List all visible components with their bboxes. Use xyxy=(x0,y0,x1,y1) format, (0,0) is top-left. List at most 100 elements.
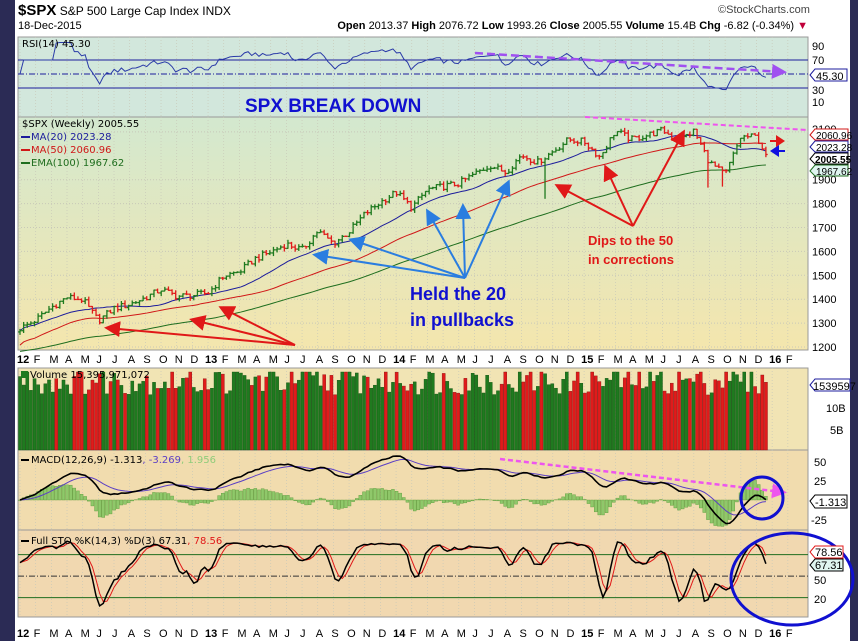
price-bar xyxy=(420,192,424,201)
volume-bar xyxy=(159,388,164,451)
blue-arrow xyxy=(312,248,466,279)
macd-histogram-bar xyxy=(695,499,699,505)
price-bar xyxy=(430,186,435,190)
x-axis-label: J xyxy=(300,628,306,640)
volume-bar xyxy=(72,376,77,451)
macd-histogram-bar xyxy=(275,492,279,501)
volume-bar xyxy=(76,371,80,451)
macd-histogram-bar xyxy=(228,489,232,501)
volume-bar xyxy=(586,391,591,451)
volume-bar xyxy=(50,391,55,451)
volume-bar xyxy=(575,371,580,451)
x-axis-label: N xyxy=(551,354,559,366)
macd-histogram-bar xyxy=(369,488,373,501)
x-axis-label: O xyxy=(723,354,732,366)
price-bar xyxy=(231,271,236,276)
volume-bar xyxy=(25,371,30,451)
price-bar xyxy=(604,145,609,154)
volume-bar xyxy=(742,371,746,451)
volume-bar xyxy=(351,376,355,451)
x-axis-label: M xyxy=(81,354,90,366)
price-bar xyxy=(148,293,153,301)
down-arrow-icon: ▼ xyxy=(797,20,808,32)
price-bar xyxy=(590,146,594,151)
price-bar xyxy=(257,254,261,263)
price-bar xyxy=(373,204,377,210)
price-bar xyxy=(735,143,739,155)
price-bar xyxy=(648,131,652,139)
x-axis-label: M xyxy=(49,354,58,366)
macd-histogram-bar xyxy=(532,499,536,505)
volume-bar xyxy=(554,387,558,451)
volume-bar xyxy=(297,379,301,451)
price-bar xyxy=(564,137,569,146)
rsi-panel xyxy=(17,36,809,118)
price-tick: 1800 xyxy=(812,199,836,211)
x-axis-label: A xyxy=(65,628,73,640)
x-axis-label: S xyxy=(519,628,526,640)
volume-bar xyxy=(398,383,402,451)
volume-bar xyxy=(521,381,526,451)
x-axis-label: F xyxy=(786,628,793,640)
macd-histogram-bar xyxy=(680,499,685,510)
price-bar xyxy=(398,190,402,197)
price-bar xyxy=(199,289,203,295)
volume-bar xyxy=(355,372,359,451)
price-bar xyxy=(630,135,634,142)
price-bar xyxy=(152,289,156,298)
volume-bar xyxy=(431,372,435,451)
macd-histogram-bar xyxy=(662,499,667,502)
x-axis-label: A xyxy=(629,628,637,640)
macd-trendline xyxy=(499,457,787,499)
price-bar xyxy=(706,149,710,188)
low-value: 1993.26 xyxy=(506,20,547,32)
macd-histogram-bar xyxy=(47,486,51,501)
price-bar xyxy=(68,293,73,300)
volume-bar xyxy=(253,376,258,451)
blue-block-arrow-icon xyxy=(770,145,785,157)
price-bar xyxy=(192,294,196,301)
macd-histogram-bar xyxy=(594,499,598,513)
price-bar xyxy=(423,190,428,198)
x-axis-label: A xyxy=(128,628,136,640)
price-bar xyxy=(282,244,287,252)
price-bar xyxy=(21,321,26,333)
volume-bar xyxy=(756,393,761,451)
volume-bar xyxy=(246,379,250,451)
macd-histogram-bar xyxy=(699,499,703,509)
macd-histogram-bar xyxy=(499,499,504,504)
volume-bar xyxy=(499,383,504,451)
price-bar xyxy=(268,250,272,256)
volume-bar xyxy=(699,371,703,451)
price-bar xyxy=(365,210,370,216)
x-axis-label: 16 xyxy=(769,628,781,640)
volume-bar xyxy=(568,391,573,451)
volume-bar xyxy=(369,387,374,451)
volume-bar xyxy=(318,385,323,451)
macd-histogram-bar xyxy=(61,484,66,501)
price-bar xyxy=(387,194,392,204)
x-axis-label: O xyxy=(347,628,356,640)
x-axis-label: F xyxy=(410,354,417,366)
volume-bar xyxy=(192,387,196,451)
price-bar xyxy=(470,171,475,178)
macd-histogram-bar xyxy=(112,499,116,511)
volume-bar xyxy=(546,384,551,451)
macd-histogram-bar xyxy=(163,492,167,501)
price-bar xyxy=(184,290,189,296)
volume-bar xyxy=(550,383,555,451)
price-bar xyxy=(416,195,421,205)
volume-bar xyxy=(449,388,453,451)
volume-bar xyxy=(391,382,395,451)
x-axis-label: F xyxy=(786,354,793,366)
volume-bar xyxy=(231,371,236,451)
x-axis-label: D xyxy=(566,354,574,366)
price-bar xyxy=(47,305,51,313)
volume-bar xyxy=(590,371,594,451)
macd-histogram-bar xyxy=(438,499,442,501)
price-bar xyxy=(528,158,533,166)
macd-histogram-bar xyxy=(452,499,457,504)
volume-bar xyxy=(166,388,171,451)
macd-histogram-bar xyxy=(54,486,58,501)
macd-histogram-bar xyxy=(29,494,33,501)
